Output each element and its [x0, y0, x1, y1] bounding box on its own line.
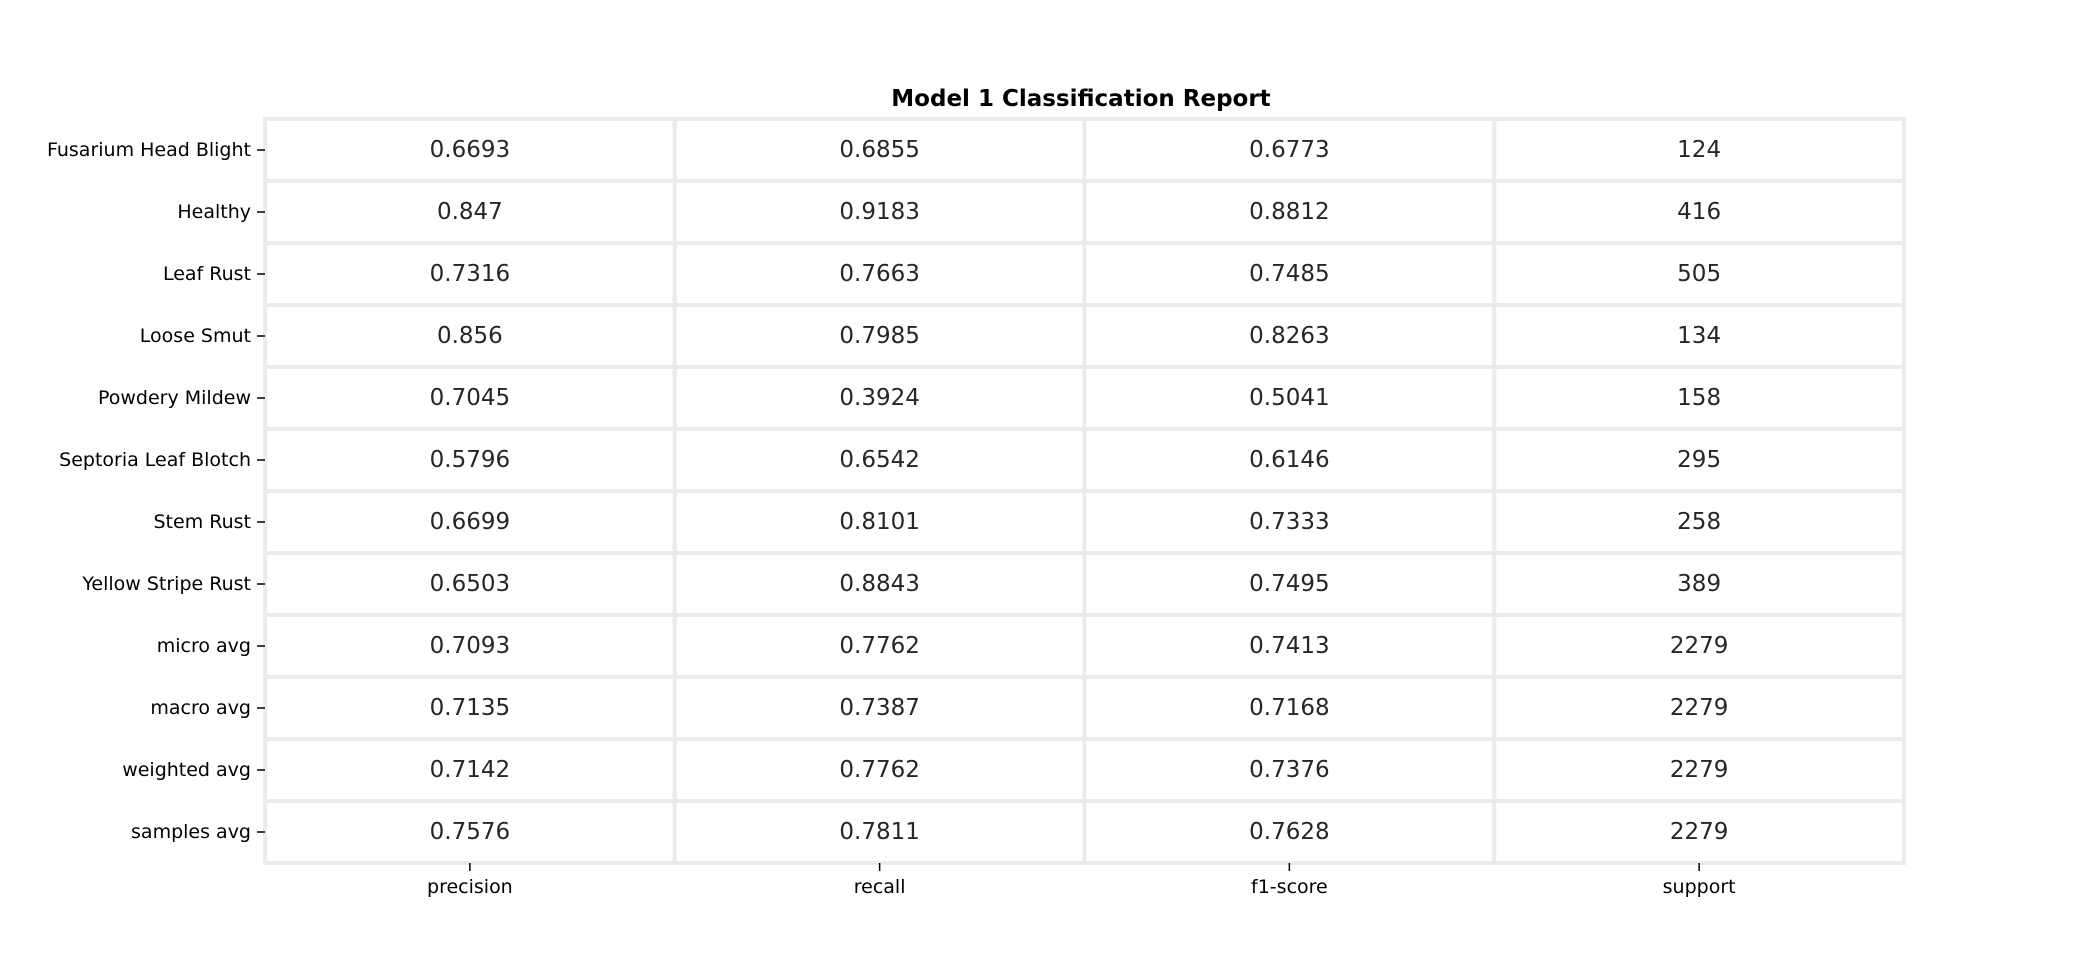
cell-value: 0.6699 [430, 509, 510, 535]
cell-value: 0.7316 [430, 261, 510, 287]
table-cells: 0.6693 0.6855 0.6773 124 0.847 0.9183 0.8812 41… [263, 117, 1906, 865]
cell-value: 389 [1677, 571, 1721, 597]
row-label: weighted avg [122, 759, 251, 781]
row-label: Septoria Leaf Blotch [59, 449, 251, 471]
table-cell [1082, 551, 1497, 617]
cell-value: 0.7485 [1249, 261, 1329, 287]
cell-value: 0.856 [437, 323, 503, 349]
cell-value: 0.7762 [839, 757, 919, 783]
cell-value: 0.7628 [1249, 819, 1329, 845]
table-cell [1492, 117, 1906, 183]
table-cell [1082, 365, 1497, 431]
table-cell [1082, 427, 1497, 493]
row-label: Fusarium Head Blight [47, 139, 251, 161]
cell-value: 158 [1677, 385, 1721, 411]
row-label: macro avg [150, 697, 251, 719]
cell-value: 0.7045 [430, 385, 510, 411]
table-cell [672, 737, 1087, 803]
cell-value: 505 [1677, 261, 1721, 287]
cell-value: 0.7142 [430, 757, 510, 783]
cell-value: 0.6855 [839, 137, 919, 163]
cell-value: 0.5041 [1249, 385, 1329, 411]
row-label: Yellow Stripe Rust [81, 573, 251, 595]
cell-value: 0.6146 [1249, 447, 1329, 473]
cell-value: 0.7762 [839, 633, 919, 659]
cell-value: 2279 [1670, 633, 1729, 659]
cell-value: 0.7376 [1249, 757, 1329, 783]
table-cell [263, 799, 677, 865]
table-cell [1492, 613, 1906, 679]
table-cell [1492, 427, 1906, 493]
row-label: Healthy [177, 201, 251, 223]
cell-value: 0.3924 [839, 385, 919, 411]
table-cell [1492, 303, 1906, 369]
column-label: f1-score [1251, 876, 1328, 898]
table-cell [1492, 241, 1906, 307]
cell-value: 0.847 [437, 199, 503, 225]
cell-value: 0.6503 [430, 571, 510, 597]
cell-value: 0.7576 [430, 819, 510, 845]
row-label: Loose Smut [140, 325, 251, 347]
cell-value: 0.7333 [1249, 509, 1329, 535]
row-label: Leaf Rust [163, 263, 251, 285]
cell-value: 0.7811 [839, 819, 919, 845]
cell-value: 0.6542 [839, 447, 919, 473]
column-labels: precision recall f1-score support [427, 863, 1736, 898]
cell-value: 0.7093 [430, 633, 510, 659]
table-cell [1492, 799, 1906, 865]
table-cell [672, 241, 1087, 307]
cell-value: 0.7135 [430, 695, 510, 721]
cell-value: 2279 [1670, 757, 1729, 783]
table-cell [263, 551, 677, 617]
cell-value: 258 [1677, 509, 1721, 535]
cell-value: 0.7663 [839, 261, 919, 287]
row-label: samples avg [131, 821, 251, 843]
column-label: support [1663, 876, 1736, 898]
table-cell [672, 799, 1087, 865]
row-label: micro avg [157, 635, 251, 657]
cell-value: 0.6693 [430, 137, 510, 163]
table-cell [1492, 365, 1906, 431]
cell-value: 134 [1677, 323, 1721, 349]
cell-value: 0.7985 [839, 323, 919, 349]
table-cell [672, 303, 1087, 369]
cell-value: 2279 [1670, 819, 1729, 845]
cell-value: 0.5796 [430, 447, 510, 473]
cell-value: 0.8263 [1249, 323, 1329, 349]
table-cell [1082, 489, 1497, 555]
cell-value: 124 [1677, 137, 1721, 163]
column-label: precision [427, 876, 513, 898]
cell-value: 0.7387 [839, 695, 919, 721]
cell-value: 295 [1677, 447, 1721, 473]
table-cell [263, 675, 677, 741]
cell-value: 0.7413 [1249, 633, 1329, 659]
cell-value: 0.8812 [1249, 199, 1329, 225]
cell-value: 0.8101 [839, 509, 919, 535]
cell-value: 416 [1677, 199, 1721, 225]
cell-value: 0.8843 [839, 571, 919, 597]
row-label: Powdery Mildew [98, 387, 251, 409]
table-cell [672, 427, 1087, 493]
cell-value: 0.9183 [839, 199, 919, 225]
row-label: Stem Rust [154, 511, 252, 533]
cell-value: 0.7495 [1249, 571, 1329, 597]
cell-value: 0.6773 [1249, 137, 1329, 163]
cell-value: 0.7168 [1249, 695, 1329, 721]
column-label: recall [854, 876, 906, 898]
table-cell [672, 179, 1087, 245]
chart-title: Model 1 Classification Report [891, 86, 1270, 112]
table-cell [1492, 179, 1906, 245]
row-labels: Fusarium Head Blight Healthy Leaf Rust Loos… [47, 139, 265, 843]
cell-value: 2279 [1670, 695, 1729, 721]
